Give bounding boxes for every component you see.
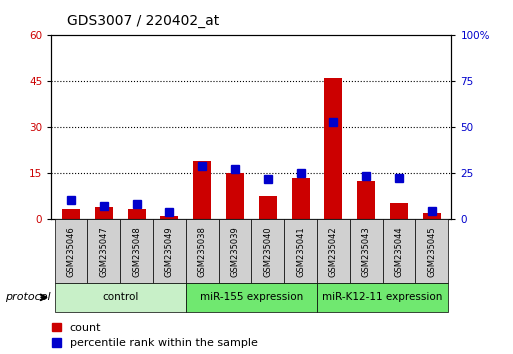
Bar [95,207,113,219]
Text: control: control [102,292,139,302]
Text: miR-K12-11 expression: miR-K12-11 expression [322,292,443,302]
Bar [226,173,244,219]
Bar [62,209,80,219]
Bar [357,181,375,219]
Text: GSM235040: GSM235040 [263,226,272,277]
Bar [324,78,342,219]
Legend: count, percentile rank within the sample: count, percentile rank within the sample [52,322,258,348]
Text: GSM235046: GSM235046 [67,226,75,277]
Bar [423,213,441,219]
Text: miR-155 expression: miR-155 expression [200,292,303,302]
Bar [128,209,146,219]
Text: GSM235048: GSM235048 [132,226,141,277]
Text: GSM235041: GSM235041 [296,226,305,277]
Text: GSM235045: GSM235045 [427,226,436,277]
Text: GSM235049: GSM235049 [165,226,174,277]
Text: GSM235042: GSM235042 [329,226,338,277]
Bar [193,161,211,219]
Text: GSM235038: GSM235038 [198,226,207,277]
Text: GDS3007 / 220402_at: GDS3007 / 220402_at [67,14,219,28]
Bar [161,216,179,219]
Text: GSM235044: GSM235044 [394,226,403,277]
Text: GSM235043: GSM235043 [362,226,371,277]
Bar [390,202,408,219]
Bar [291,178,309,219]
Text: GSM235039: GSM235039 [230,226,240,277]
Text: protocol: protocol [5,292,51,302]
Text: GSM235047: GSM235047 [100,226,108,277]
Bar [259,196,277,219]
